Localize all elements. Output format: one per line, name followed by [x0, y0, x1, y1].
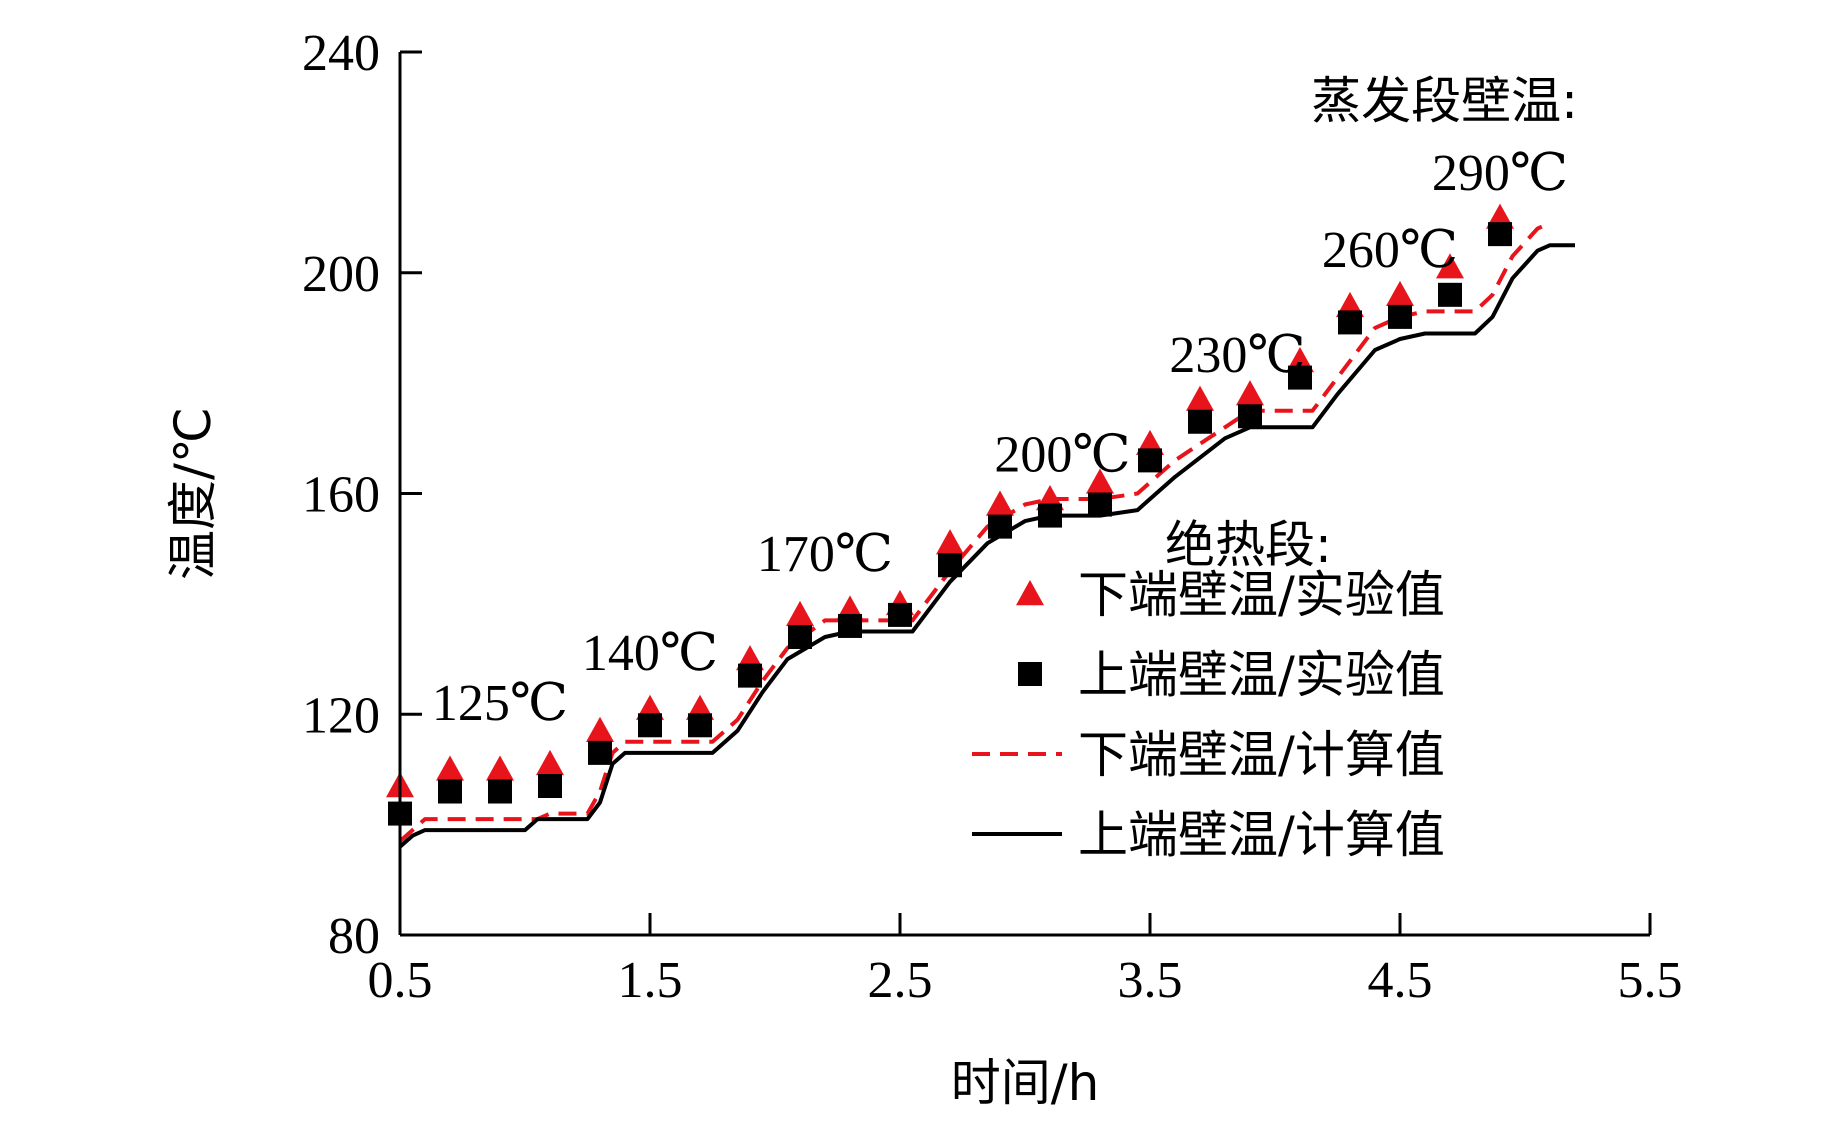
marker-square-upper-exp — [638, 713, 662, 738]
marker-triangle-lower-exp — [1386, 280, 1414, 307]
series-line-upper-calc — [398, 243, 1575, 849]
marker-triangle-lower-exp — [786, 600, 814, 627]
marker-triangle-lower-exp — [486, 755, 514, 781]
marker-square-upper-exp — [588, 740, 612, 765]
x-tick-label: 1.5 — [618, 952, 683, 1009]
marker-square-upper-exp — [1338, 310, 1362, 335]
series-group — [386, 203, 1575, 849]
evaporator-temp-label: 230℃ — [1169, 327, 1305, 384]
marker-square-upper-exp — [838, 613, 862, 638]
evaporator-temp-label: 170℃ — [757, 526, 893, 583]
marker-square-upper-exp — [1238, 404, 1262, 429]
marker-square-upper-exp — [1438, 282, 1462, 307]
marker-square-upper-exp — [438, 779, 462, 804]
legend-swatch-square — [1018, 662, 1042, 686]
marker-square-upper-exp — [1488, 222, 1512, 247]
marker-triangle-lower-exp — [1436, 253, 1464, 279]
marker-square-upper-exp — [1188, 409, 1212, 434]
y-tick-label: 160 — [302, 467, 380, 524]
evaporator-temp-label: 260℃ — [1322, 222, 1458, 279]
marker-square-upper-exp — [988, 514, 1012, 539]
marker-square-upper-exp — [888, 602, 912, 627]
x-tick-label: 4.5 — [1368, 952, 1433, 1009]
y-tick-label: 200 — [302, 246, 380, 303]
x-axis-title: 时间/h — [951, 1054, 1100, 1112]
marker-triangle-lower-exp — [1086, 468, 1114, 494]
y-tick-label: 240 — [302, 25, 380, 82]
marker-triangle-lower-exp — [586, 716, 614, 743]
marker-triangle-lower-exp — [1236, 380, 1264, 406]
legend-label: 上端壁温/实验值 — [1078, 646, 1445, 704]
evaporator-temp-label: 125℃ — [432, 675, 568, 732]
axes-group: 0.5 1.5 2.5 3.5 4.5 5.5 80 120 160 200 240 时间/h 温度/℃ — [164, 25, 1683, 1112]
legend-label: 上端壁温/计算值 — [1078, 806, 1445, 864]
legend-label: 下端壁温/计算值 — [1078, 726, 1445, 784]
marker-triangle-lower-exp — [1186, 385, 1214, 411]
y-tick-label: 80 — [328, 908, 380, 965]
marker-square-upper-exp — [1038, 503, 1062, 528]
marker-square-upper-exp — [1288, 365, 1312, 390]
evaporator-temp-label: 140℃ — [582, 625, 718, 682]
marker-triangle-lower-exp — [536, 749, 564, 776]
evaporator-title: 蒸发段壁温: — [1311, 72, 1578, 130]
marker-square-upper-exp — [788, 624, 812, 649]
marker-square-upper-exp — [1138, 448, 1162, 473]
marker-triangle-lower-exp — [986, 490, 1014, 516]
legend-label: 下端壁温/实验值 — [1078, 566, 1445, 624]
y-axis-title: 温度/℃ — [164, 407, 222, 580]
marker-square-upper-exp — [688, 713, 712, 738]
marker-triangle-lower-exp — [436, 755, 464, 781]
legend-swatch-triangle — [1016, 580, 1044, 606]
x-tick-label: 2.5 — [868, 952, 933, 1009]
evaporator-temp-label: 290℃ — [1432, 145, 1568, 202]
marker-square-upper-exp — [538, 773, 562, 798]
legend-title: 绝热段: — [1165, 516, 1332, 574]
marker-square-upper-exp — [938, 553, 962, 578]
marker-square-upper-exp — [1388, 304, 1412, 329]
x-tick-label: 5.5 — [1618, 952, 1683, 1009]
marker-triangle-lower-exp — [936, 529, 964, 555]
marker-square-upper-exp — [1088, 492, 1112, 517]
evaporator-temp-label: 200℃ — [994, 426, 1130, 483]
x-tick-label: 0.5 — [368, 952, 433, 1009]
marker-square-upper-exp — [738, 663, 762, 688]
marker-square-upper-exp — [488, 779, 512, 804]
y-tick-label: 120 — [302, 687, 380, 744]
x-tick-label: 3.5 — [1118, 952, 1183, 1009]
